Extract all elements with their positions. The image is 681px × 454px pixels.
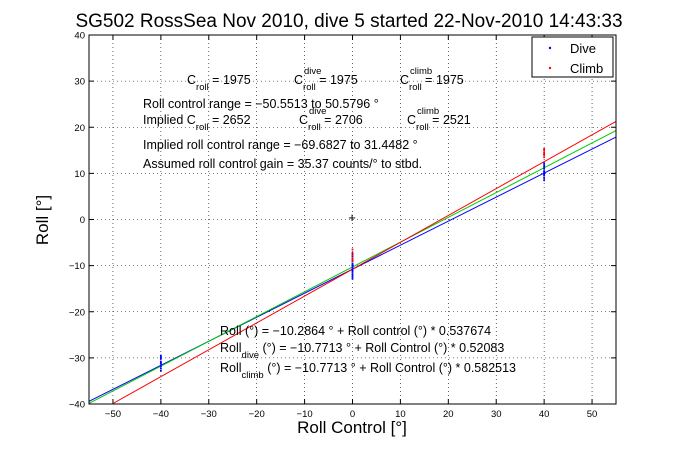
y-tick-label: 20 xyxy=(74,123,85,134)
point-dive xyxy=(159,369,162,372)
point-dive xyxy=(351,270,354,273)
legend-marker-climb xyxy=(548,66,552,70)
point-climb xyxy=(351,254,354,257)
y-tick-label: −30 xyxy=(69,353,85,364)
point-dive xyxy=(159,360,162,363)
gain-line: Assumed roll control gain = 35.37 counts… xyxy=(143,157,422,171)
c-roll-dive-sup: dive xyxy=(304,66,321,77)
legend-label-dive: Dive xyxy=(570,41,596,56)
point-climb xyxy=(543,148,546,150)
y-tick-label: −20 xyxy=(69,307,85,318)
point-climb xyxy=(543,154,546,156)
c-roll-dive: Croll = 1975 xyxy=(294,73,358,93)
c-roll-line: Croll = 1975 xyxy=(187,73,251,93)
point-dive xyxy=(543,172,546,175)
y-tick-label: 40 xyxy=(74,31,85,42)
y-axis-label: Roll [°] xyxy=(33,195,52,245)
implied-c-dive: Croll = 2706 xyxy=(299,113,363,133)
x-tick-label: −20 xyxy=(249,409,265,420)
point-dive xyxy=(351,277,354,280)
point-climb xyxy=(351,258,354,261)
point-dive xyxy=(543,174,546,177)
point-dive xyxy=(543,162,546,165)
x-tick-label: 30 xyxy=(491,409,502,420)
point-dive xyxy=(159,357,162,360)
fit-eq-all: Roll (°) = −10.2864 ° + Roll control (°)… xyxy=(220,324,491,338)
point-dive xyxy=(351,272,354,274)
point-climb xyxy=(351,248,354,251)
legend: Dive Climb xyxy=(531,36,614,78)
point-dive xyxy=(351,262,354,265)
y-tick-labels: −40 −30 −20 −10 0 10 20 30 40 xyxy=(69,31,85,411)
plot-frame xyxy=(88,34,617,405)
x-tick-label: 10 xyxy=(395,409,406,420)
point-dive xyxy=(543,171,546,173)
y-tick-label: 30 xyxy=(74,77,85,88)
point-climb xyxy=(351,251,354,254)
chart-title: SG502 RossSea Nov 2010, dive 5 started 2… xyxy=(75,11,622,32)
point-dive xyxy=(543,179,546,182)
fit-eq-dive: Rolldive (°) = −10.7713 ° + Roll Control… xyxy=(220,341,504,361)
point-dive xyxy=(351,263,354,266)
point-climb xyxy=(351,260,354,262)
legend-box xyxy=(531,36,614,78)
y-tick-label: −10 xyxy=(69,261,85,272)
point-dive xyxy=(351,269,354,272)
fit-line-2 xyxy=(111,120,617,405)
point-dive xyxy=(351,253,354,255)
point-dive xyxy=(351,275,354,278)
point-dive xyxy=(543,164,546,166)
point-dive xyxy=(159,367,162,370)
x-tick-label: 20 xyxy=(443,409,454,420)
legend-label-climb: Climb xyxy=(570,61,603,76)
implied-c-climb: Croll = 2521 xyxy=(407,113,471,133)
point-dive xyxy=(351,268,354,271)
x-tick-labels: −50 −40 −30 −20 −10 0 10 20 30 40 50 xyxy=(105,409,597,420)
x-tick-label: 50 xyxy=(587,409,598,420)
c-roll-climb-sup: climb xyxy=(410,66,432,77)
origin-marker: + xyxy=(348,210,356,225)
x-tick-label: 0 xyxy=(350,409,355,420)
x-tick-label: −30 xyxy=(201,409,217,420)
implied-c-climb-sup: climb xyxy=(417,106,439,117)
point-dive xyxy=(351,255,354,258)
x-tick-label: 40 xyxy=(539,409,550,420)
point-climb xyxy=(543,153,546,155)
point-dive xyxy=(159,356,162,359)
y-tick-label: 0 xyxy=(80,215,85,226)
point-dive xyxy=(159,362,162,364)
point-climb xyxy=(543,151,546,154)
point-dive xyxy=(543,166,546,168)
point-dive xyxy=(543,170,546,172)
y-tick-label: 10 xyxy=(74,169,85,180)
x-tick-label: −40 xyxy=(153,409,169,420)
range-line: Roll control range = −50.5513 to 50.5796… xyxy=(143,97,379,111)
legend-marker-dive xyxy=(548,46,552,50)
point-dive xyxy=(543,167,546,170)
point-dive xyxy=(351,266,354,269)
point-dive xyxy=(543,173,546,176)
implied-range-line: Implied roll control range = −69.6827 to… xyxy=(143,138,418,152)
x-tick-label: −50 xyxy=(105,409,121,420)
point-dive xyxy=(543,177,546,179)
y-tick-label: −40 xyxy=(69,400,85,411)
point-dive xyxy=(159,362,162,365)
implied-c-roll: Implied Croll = 2652 xyxy=(143,113,251,133)
x-axis-label: Roll Control [°] xyxy=(297,418,407,437)
data-points xyxy=(159,148,546,372)
point-climb xyxy=(543,156,546,159)
implied-c-dive-sup: dive xyxy=(309,106,326,117)
point-climb xyxy=(351,257,354,260)
fit-eq-climb: Rollclimb (°) = −10.7713 ° + Roll Contro… xyxy=(220,361,516,381)
point-climb xyxy=(543,149,546,152)
point-dive xyxy=(159,365,162,368)
c-roll-climb: Croll = 1975 xyxy=(400,73,464,93)
point-dive xyxy=(351,273,354,276)
point-dive xyxy=(159,354,162,357)
annotations: Croll = 1975 Croll = 1975 dive Croll = 1… xyxy=(143,66,516,381)
x-tick-label: −10 xyxy=(297,409,313,420)
point-dive xyxy=(351,264,354,267)
